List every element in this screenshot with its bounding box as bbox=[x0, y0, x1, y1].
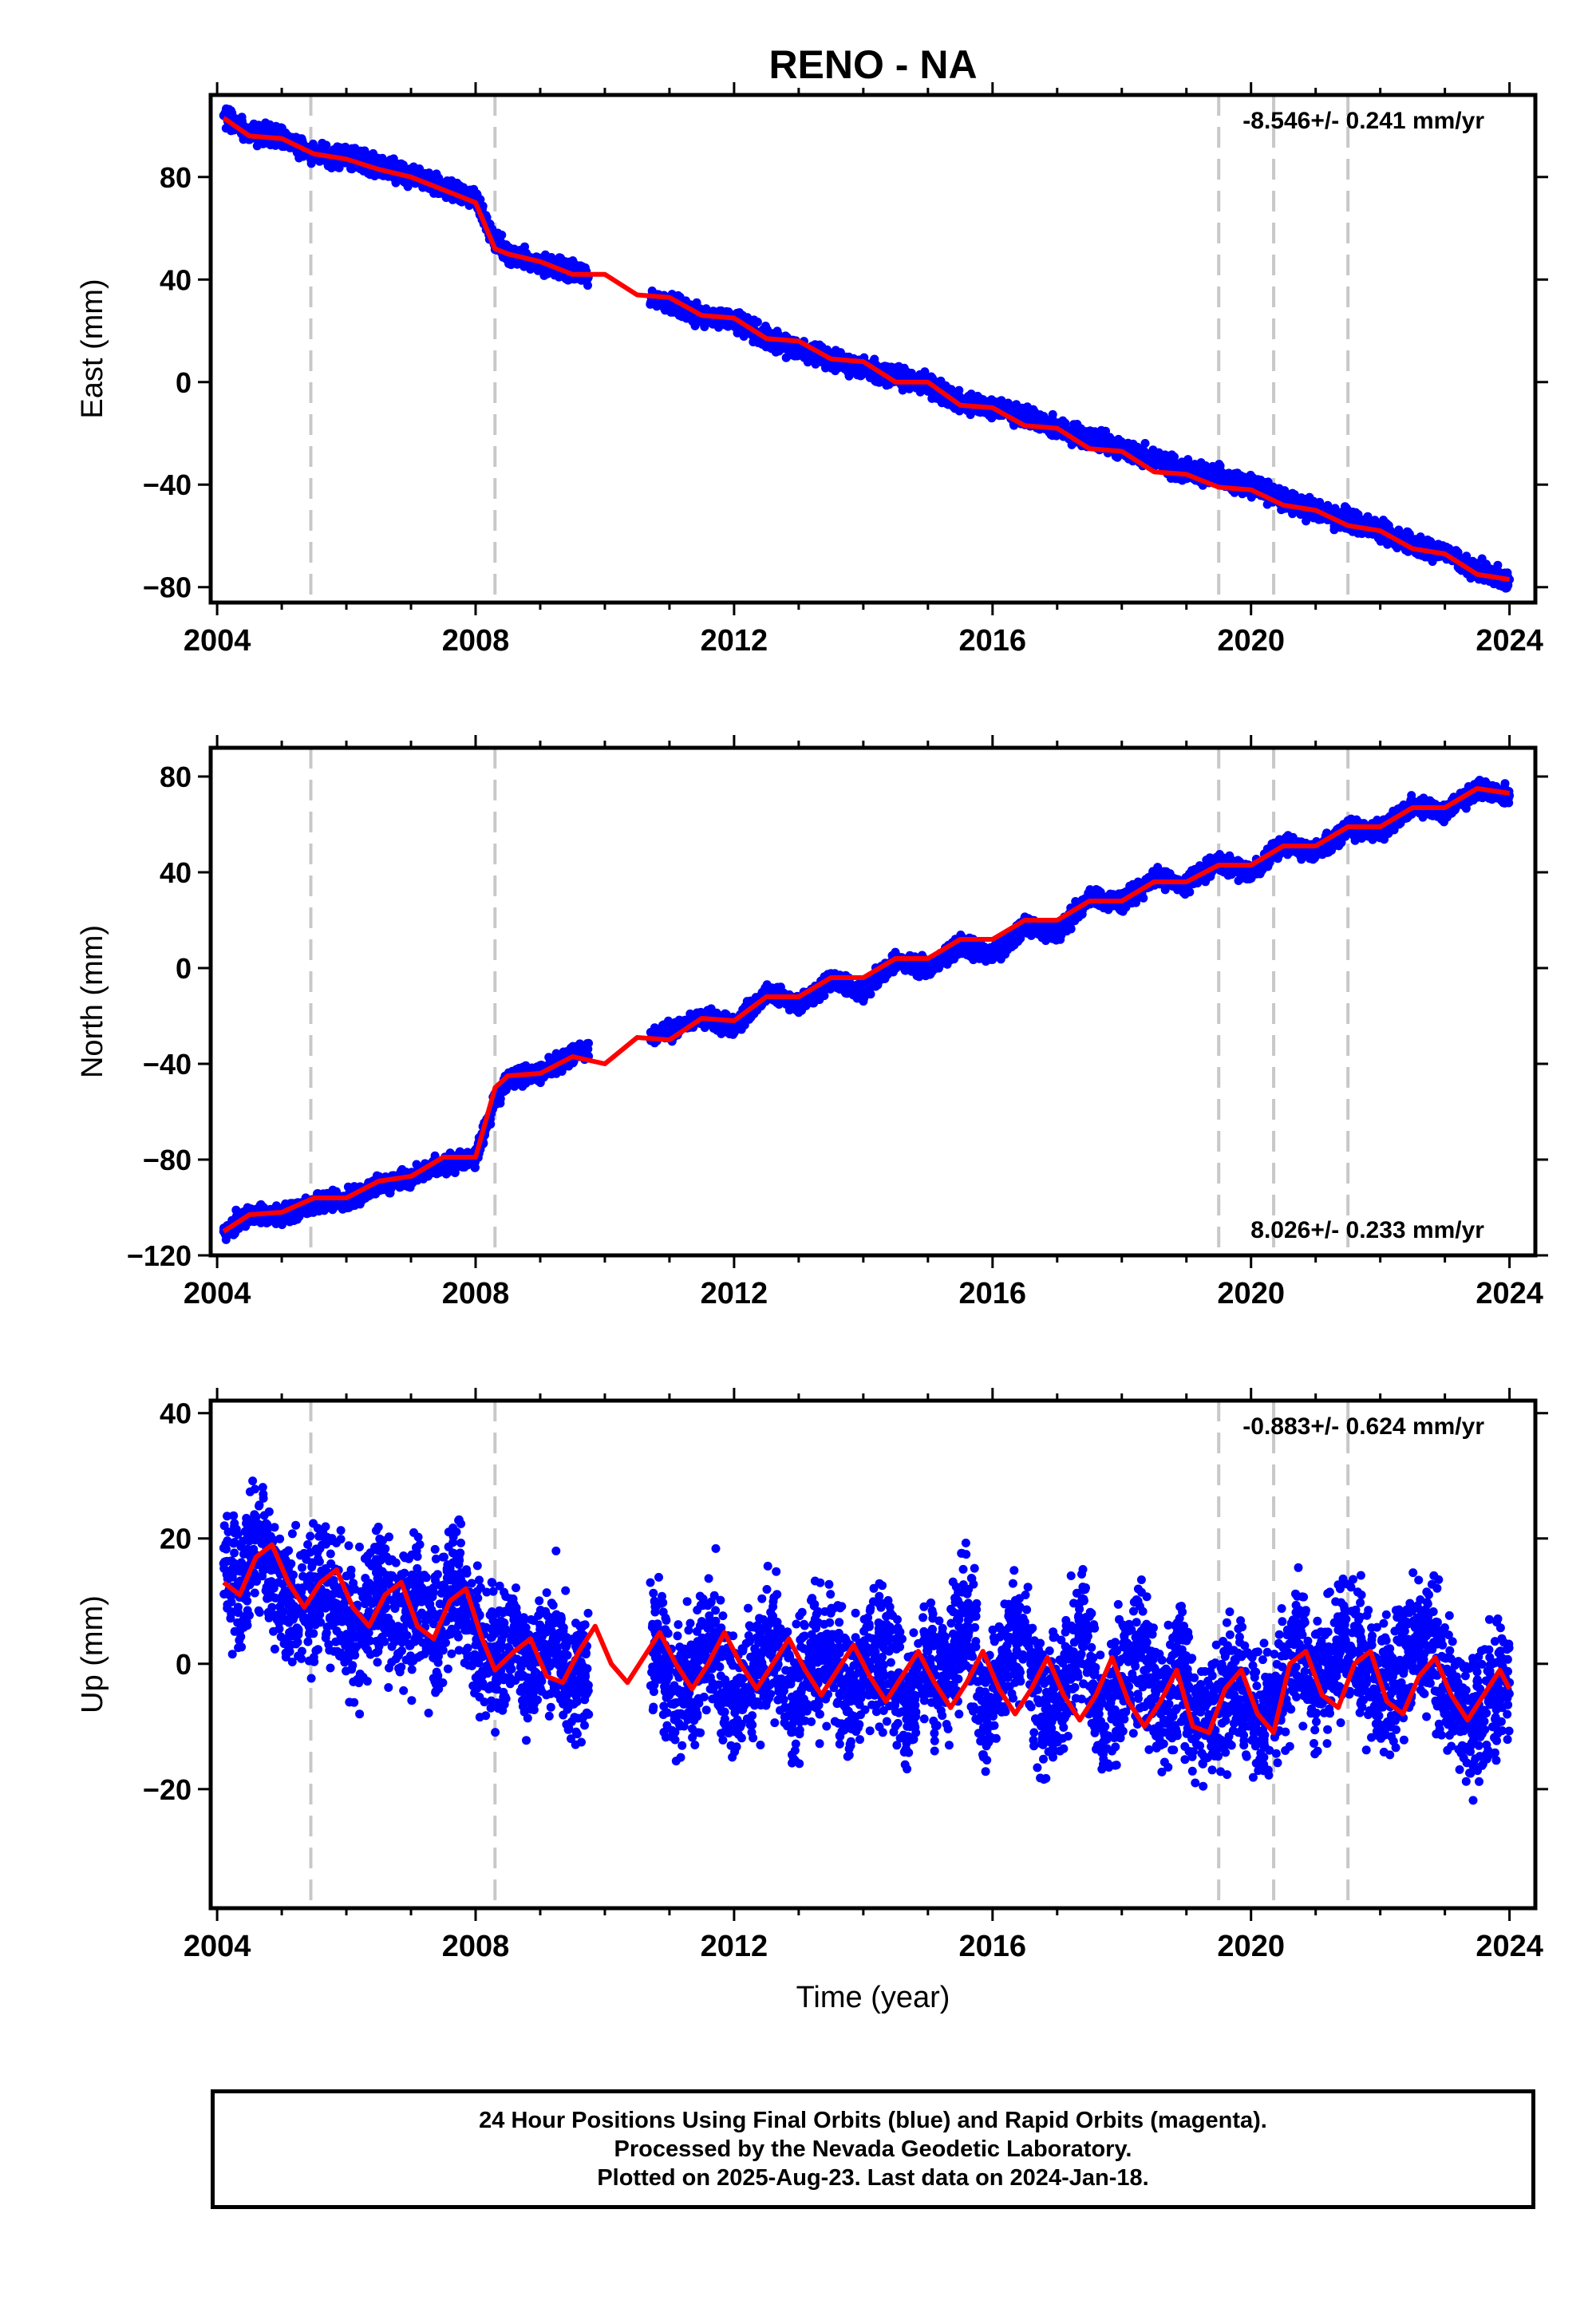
x-tick-label: 2012 bbox=[701, 624, 768, 658]
data-point bbox=[322, 140, 331, 150]
data-point bbox=[291, 132, 301, 142]
data-point bbox=[1376, 536, 1385, 546]
data-point bbox=[875, 377, 884, 387]
data-point bbox=[1402, 527, 1412, 536]
panel-east: 2004 2008 2012 2016 2020 2024 −80 −40 0 40 80 East … bbox=[76, 82, 1548, 658]
data-point bbox=[1058, 416, 1068, 425]
data-point bbox=[1477, 554, 1487, 563]
data-point bbox=[1428, 557, 1437, 567]
data-point bbox=[397, 1166, 406, 1176]
data-point bbox=[232, 116, 242, 125]
data-point bbox=[356, 146, 365, 156]
data-point bbox=[753, 318, 762, 326]
data-point bbox=[295, 149, 304, 159]
data-point bbox=[1092, 435, 1102, 445]
data-point bbox=[395, 1183, 405, 1192]
data-point bbox=[1215, 460, 1224, 469]
data-point bbox=[700, 322, 709, 331]
data-point bbox=[526, 264, 535, 274]
data-point bbox=[1167, 461, 1177, 471]
data-point bbox=[936, 376, 946, 385]
panels-group: 2004 2008 2012 2016 2020 2024 −80 −40 0 40 80 East … bbox=[76, 82, 1548, 1963]
data-point bbox=[527, 1075, 537, 1085]
data-point bbox=[1085, 426, 1095, 436]
data-point bbox=[227, 126, 235, 136]
data-point bbox=[721, 306, 731, 316]
data-point bbox=[1196, 458, 1206, 468]
data-point bbox=[583, 281, 592, 290]
data-point bbox=[735, 308, 745, 318]
data-point-anchor bbox=[794, 344, 804, 354]
y-tick-label: −80 bbox=[143, 571, 192, 604]
data-point bbox=[675, 306, 685, 316]
data-point bbox=[252, 141, 262, 151]
data-point bbox=[764, 342, 774, 352]
figure-title: RENO - NA bbox=[768, 42, 977, 87]
data-point bbox=[460, 1163, 469, 1172]
data-point bbox=[1183, 455, 1193, 464]
data-point bbox=[1128, 444, 1138, 453]
y-tick-label: 40 bbox=[160, 263, 192, 296]
data-point bbox=[222, 104, 231, 113]
data-point bbox=[1105, 439, 1115, 449]
data-point bbox=[278, 1220, 286, 1230]
data-point bbox=[784, 348, 794, 358]
x-tick-label: 2008 bbox=[442, 624, 510, 658]
data-point bbox=[385, 1188, 395, 1198]
data-point bbox=[870, 354, 879, 364]
data-point bbox=[774, 346, 784, 356]
data-point bbox=[1003, 398, 1013, 408]
data-point-anchor bbox=[1214, 472, 1223, 482]
data-point bbox=[407, 164, 417, 173]
data-point-anchor bbox=[1020, 411, 1029, 421]
y-axis-title: East (mm) bbox=[76, 279, 109, 418]
x-tick-label: 2004 bbox=[184, 624, 251, 658]
data-point bbox=[343, 1182, 353, 1192]
data-point bbox=[249, 119, 259, 128]
panel-north: 2004 2008 2012 2016 2020 2024−120−80−4004080N… bbox=[76, 735, 1548, 1310]
data-point bbox=[931, 393, 941, 403]
data-point-anchor bbox=[1084, 433, 1094, 443]
data-point bbox=[568, 256, 578, 266]
data-point bbox=[323, 161, 333, 171]
data-point-anchor bbox=[1149, 454, 1159, 464]
y-tick-label: 0 bbox=[176, 366, 192, 399]
data-point bbox=[1040, 413, 1049, 423]
data-point bbox=[353, 1195, 362, 1204]
x-tick-label: 2020 bbox=[1217, 624, 1285, 658]
data-point bbox=[285, 1217, 294, 1227]
data-point bbox=[262, 123, 271, 132]
data-point bbox=[365, 1191, 374, 1200]
data-point bbox=[867, 371, 876, 381]
data-point bbox=[1229, 473, 1238, 483]
x-tick-label: 2024 bbox=[1476, 624, 1543, 658]
data-point bbox=[493, 228, 503, 238]
y-tick-label: −40 bbox=[143, 468, 192, 501]
x-tick-label: 2016 bbox=[959, 624, 1027, 658]
rate-annotation: -8.546+/- 0.241 mm/yr bbox=[1242, 108, 1484, 134]
data-point bbox=[455, 184, 464, 194]
y-tick-label: 80 bbox=[160, 161, 192, 194]
data-point bbox=[1361, 516, 1370, 525]
data-point bbox=[551, 1069, 561, 1078]
data-point bbox=[504, 259, 513, 268]
